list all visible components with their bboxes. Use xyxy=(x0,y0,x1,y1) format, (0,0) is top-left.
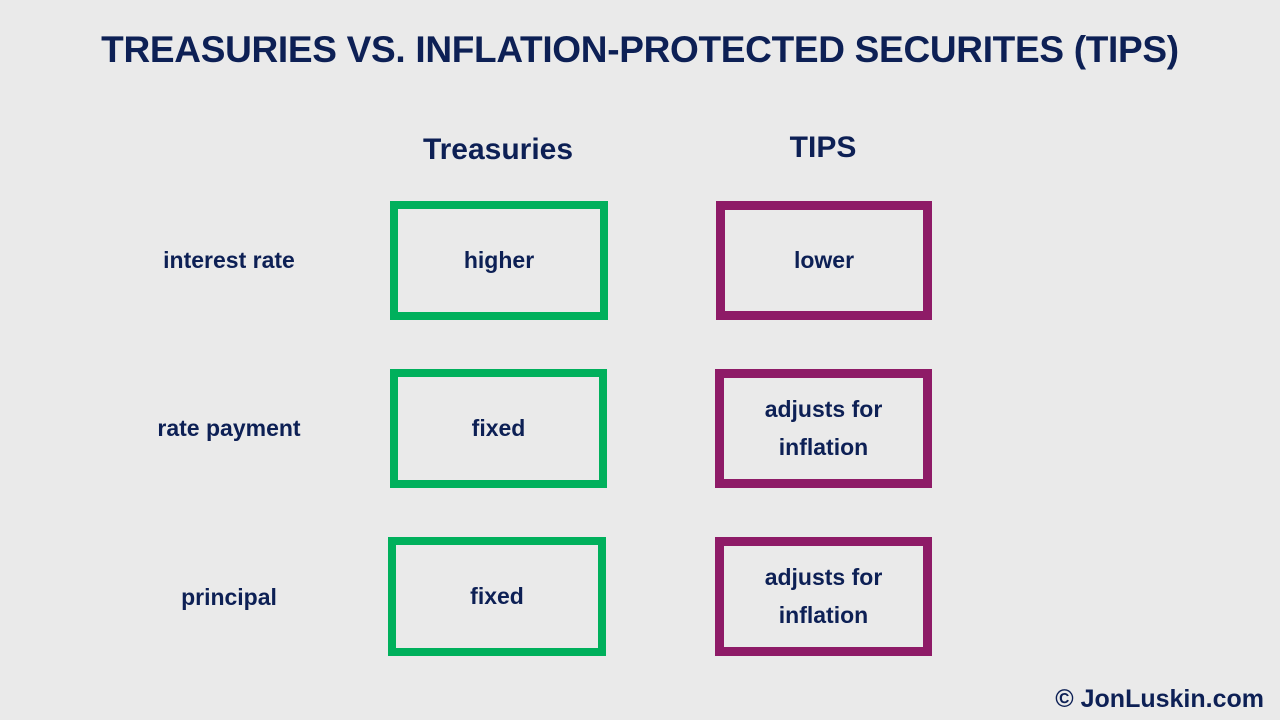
value-text: adjusts for inflation xyxy=(764,396,883,460)
value-box-treasuries-interest-rate: higher xyxy=(390,201,608,320)
row-label-interest-rate: interest rate xyxy=(163,247,295,273)
row-label-rate-payment: rate payment xyxy=(157,415,301,441)
page-title: TREASURIES VS. INFLATION-PROTECTED SECUR… xyxy=(101,29,1179,70)
value-box-tips-interest-rate: lower xyxy=(716,201,932,320)
value-box-tips-rate-payment: adjusts for inflation xyxy=(715,369,932,488)
value-text: higher xyxy=(463,246,535,273)
value-text: fixed xyxy=(470,582,524,609)
value-text: lower xyxy=(793,246,855,273)
value-box-treasuries-rate-payment: fixed xyxy=(390,369,607,488)
value-box-treasuries-principal: fixed xyxy=(388,537,606,656)
footer-credit: © JonLuskin.com xyxy=(1055,685,1264,713)
value-text: adjusts for inflation xyxy=(764,564,883,628)
value-text: fixed xyxy=(471,414,526,441)
value-box-tips-principal: adjusts for inflation xyxy=(715,537,932,656)
row-label-principal: principal xyxy=(181,584,277,610)
column-header-treasuries: Treasuries xyxy=(422,133,574,166)
column-header-tips: TIPS xyxy=(789,131,857,164)
